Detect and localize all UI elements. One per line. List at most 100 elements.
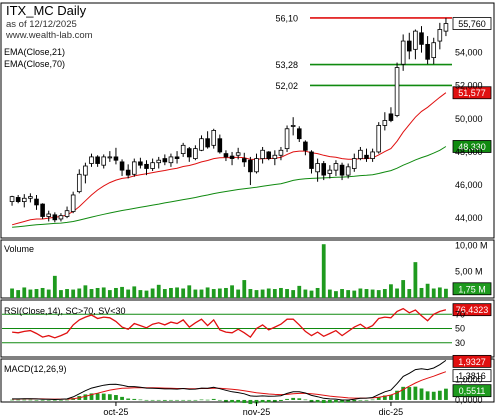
rsi-axis-tick-0: 70	[455, 309, 465, 319]
candle	[83, 162, 88, 184]
macd-hist-bar	[358, 399, 363, 401]
candle	[296, 126, 302, 143]
volume-bar	[370, 289, 375, 298]
macd-hist-bar	[419, 388, 424, 400]
macd-signal-line	[12, 371, 447, 400]
candle	[254, 153, 259, 174]
candle	[351, 153, 357, 172]
website-label: www.wealth-lab.com	[5, 30, 93, 41]
x-tick-label-1: nov-25	[243, 407, 271, 417]
candle-body	[248, 159, 253, 173]
volume-bar	[107, 290, 112, 298]
candle	[95, 155, 100, 167]
candle	[241, 152, 247, 167]
candle-body	[70, 194, 76, 212]
candle	[101, 154, 107, 169]
candles	[9, 17, 449, 223]
candle-body	[241, 158, 247, 163]
candle	[315, 158, 320, 182]
ema21-value-tag-text: 51,577	[458, 88, 486, 98]
volume-bars	[10, 244, 448, 298]
volume-bar	[28, 289, 33, 298]
macd-hist-bar	[101, 393, 106, 400]
candle	[260, 146, 265, 164]
candle	[40, 203, 45, 219]
candle	[309, 150, 314, 174]
volume-bar	[413, 262, 418, 298]
candle-body	[76, 173, 82, 193]
volume-bar	[236, 289, 241, 298]
macd-hist-bar	[364, 399, 369, 401]
volume-axis-tick-0: 10,00 M	[455, 240, 488, 250]
price-axis-tick-3: 50,000	[455, 114, 483, 124]
volume-bar	[291, 290, 296, 298]
volume-bar	[46, 289, 51, 298]
candle-body	[290, 125, 296, 127]
candle	[339, 162, 345, 181]
candle-body	[284, 128, 290, 150]
macd-hist-bar	[334, 399, 338, 403]
volume-bar	[419, 287, 424, 298]
chart-date: as of 12/12/2025	[6, 19, 77, 30]
macd-hist-bar	[303, 399, 308, 401]
macd-hist-bar	[291, 397, 296, 400]
volume-bar	[327, 289, 332, 298]
candle	[89, 153, 94, 167]
ema70-legend: EMA(Close,70)	[4, 59, 65, 69]
candle	[119, 159, 125, 176]
candle-body	[156, 159, 162, 164]
volume-bar	[279, 287, 283, 298]
candle	[21, 194, 27, 208]
macd-value-tag-text: 1,9327	[458, 357, 486, 367]
candle	[28, 193, 33, 203]
volume-bar	[437, 287, 442, 298]
candle-body	[193, 148, 198, 159]
candle	[168, 153, 174, 167]
macd-hist-bar	[395, 390, 399, 400]
macd-hist-bar	[217, 399, 222, 401]
candle-body	[235, 152, 241, 156]
volume-bar	[22, 287, 27, 298]
rsi-line	[12, 307, 447, 339]
candle	[388, 107, 394, 123]
macd-hist-value-tag-box	[452, 384, 492, 398]
volume-axis-tick-1: 5,00 M	[455, 267, 483, 277]
volume-bar	[138, 290, 143, 298]
candle-body	[101, 156, 107, 166]
price-axis-tick-0: 44,000	[455, 213, 483, 223]
value-tags: 55,760 51,577 48,330 1,75 M 76,4323 1,9327 1,3…	[452, 17, 492, 398]
volume-bar	[352, 290, 357, 298]
macd-hist-value-tag: 0,5511	[452, 384, 492, 398]
volume-bar	[266, 288, 271, 298]
candle-body	[144, 163, 149, 169]
candle	[156, 156, 162, 169]
candle-body	[358, 149, 363, 159]
volume-bar	[431, 288, 436, 298]
candle-body	[443, 23, 449, 32]
macd-hist-bar	[285, 398, 289, 400]
macd-hist-bar	[59, 399, 63, 401]
volume-bar	[407, 289, 412, 298]
macd-signal-value-tag-text: 1,3816	[458, 371, 486, 381]
macd-hist-bar	[169, 399, 173, 401]
candle-body	[52, 214, 58, 221]
volume-bar	[169, 287, 173, 298]
candle	[229, 151, 235, 166]
volume-bar	[321, 244, 326, 298]
candle-body	[107, 156, 113, 159]
volume-bar	[181, 288, 186, 298]
candle-body	[89, 156, 94, 164]
ema21-value-tag-box	[452, 86, 492, 100]
candle	[113, 147, 119, 165]
candle	[358, 146, 363, 161]
candle-body	[64, 210, 70, 217]
volume-bar	[199, 289, 204, 298]
candle	[138, 157, 143, 169]
candle	[211, 128, 217, 149]
macd-hist-bar	[65, 399, 69, 401]
rsi-axis-tick-1: 50	[455, 324, 465, 334]
macd-hist-bar	[425, 391, 430, 400]
volume-value-tag-text: 1,75 M	[458, 284, 486, 294]
volume-bar	[205, 287, 210, 298]
candle	[284, 125, 290, 152]
